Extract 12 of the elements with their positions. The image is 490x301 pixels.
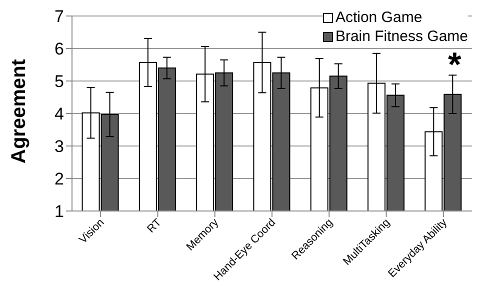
y-axis-title: Agreement <box>8 58 30 164</box>
y-tick-label: 4 <box>54 104 64 124</box>
y-tick-label: 2 <box>54 170 64 189</box>
x-tick-label: RT <box>145 216 164 236</box>
y-tick-label: 5 <box>54 72 64 92</box>
legend-label: Brain Fitness Game <box>335 27 468 46</box>
y-tick-label: 1 <box>54 202 64 222</box>
legend-label: Action Game <box>335 8 422 27</box>
y-tick-label: 3 <box>54 137 64 156</box>
annotation: * <box>448 46 462 84</box>
y-tick-label: 6 <box>54 40 64 59</box>
y-tick-label: 7 <box>54 7 64 26</box>
